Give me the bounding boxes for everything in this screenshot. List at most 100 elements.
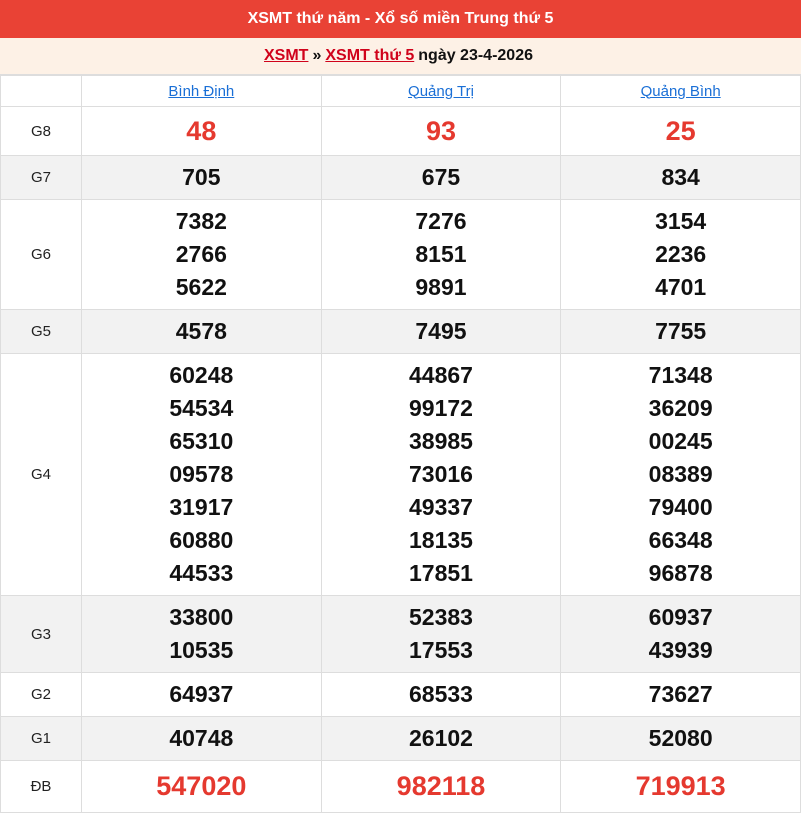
prize-number: 31917 [169,494,234,520]
prize-cell: 675 [320,155,562,200]
prize-number: 5622 [175,274,227,300]
prize-label: G1 [0,716,82,761]
prize-cell: 834 [560,155,801,200]
prize-cell: 60937 43939 [560,595,801,673]
prize-number: 2766 [175,241,227,267]
prize-cell: 33800 10535 [81,595,322,673]
prize-number: 7755 [655,318,707,344]
prize-number: 93 [425,115,456,146]
prize-number: 17553 [409,637,473,663]
prize-label: G5 [0,309,82,354]
prize-number: 60937 [648,604,713,630]
prize-number: 09578 [169,461,234,487]
prize-cell: 4578 [81,309,322,354]
prize-number: 00245 [648,428,713,454]
prize-number: 08389 [648,461,713,487]
prize-number: 99172 [409,395,473,421]
province-cell: Quảng Trị [320,75,562,107]
prize-number: 52383 [409,604,473,630]
prize-number: 44867 [409,362,473,388]
prize-number: 2236 [655,241,707,267]
prize-number: 64937 [169,681,234,707]
prize-number: 705 [182,164,221,190]
prize-number: 9891 [415,274,467,300]
province-link[interactable]: Bình Định [168,82,235,100]
breadcrumb-separator: » [312,47,322,64]
prize-label: G8 [0,106,82,156]
province-cell: Quảng Bình [560,75,801,107]
prize-number: 7382 [175,208,227,234]
prize-cell: 71348 36209 00245 08389 79400 66348 96878 [560,353,801,596]
prize-number: 18135 [409,527,473,553]
prize-number: 73627 [648,681,713,707]
prize-cell: 705 [81,155,322,200]
prize-cell: 60248 54534 65310 09578 31917 60880 44533 [81,353,322,596]
prize-number: 44533 [169,560,234,586]
prize-number: 4578 [175,318,227,344]
prize-label: ĐB [0,760,82,813]
prize-number: 834 [661,164,700,190]
prize-row-G6: G6 7382 2766 5622 7276 8151 9891 3154 2236 4701 [0,199,801,310]
prize-cell: 7495 [320,309,562,354]
province-cell: Bình Định [81,75,322,107]
prize-number: 73016 [409,461,473,487]
prize-cell: 25 [560,106,801,156]
prize-number: 66348 [648,527,713,553]
prize-cell: 52080 [560,716,801,761]
prize-cell: 547020 [81,760,322,813]
prize-number: 25 [665,115,696,146]
prize-label: G6 [0,199,82,310]
prize-number: 36209 [648,395,713,421]
prize-number: 60248 [169,362,234,388]
province-link[interactable]: Quảng Bình [640,82,721,100]
prize-row-G4: G4 60248 54534 65310 09578 31917 60880 44533 448… [0,353,801,596]
prize-row-G2: G2 64937 68533 73627 [0,672,801,717]
prize-number: 547020 [156,771,247,801]
prize-row-G8: G8 48 93 25 [0,106,801,156]
prize-number: 38985 [409,428,473,454]
prize-cell: 7382 2766 5622 [81,199,322,310]
prize-number: 719913 [635,771,726,801]
province-header-row: Bình Định Quảng Trị Quảng Bình [0,75,801,107]
empty-header-cell [0,75,82,107]
prize-number: 7276 [415,208,467,234]
prize-cell: 7755 [560,309,801,354]
prize-cell: 68533 [320,672,562,717]
prize-number: 26102 [409,725,473,751]
prize-number: 675 [421,164,461,190]
breadcrumb: XSMT » XSMT thứ 5 ngày 23-4-2026 [0,38,801,75]
prize-label: G3 [0,595,82,673]
prize-number: 3154 [655,208,707,234]
prize-cell: 7276 8151 9891 [320,199,562,310]
prize-number: 33800 [169,604,234,630]
prize-label: G4 [0,353,82,596]
prize-cell: 73627 [560,672,801,717]
prize-number: 4701 [655,274,707,300]
prize-cell: 719913 [560,760,801,813]
prize-cell: 52383 17553 [320,595,562,673]
breadcrumb-link-xsmt-thu-5[interactable]: XSMT thứ 5 [325,47,415,64]
prize-number: 49337 [409,494,473,520]
prize-row-G7: G7 705 675 834 [0,155,801,200]
breadcrumb-link-xsmt[interactable]: XSMT [263,47,309,64]
prize-row-ĐB: ĐB 547020 982118 719913 [0,760,801,813]
prize-number: 65310 [169,428,234,454]
prize-number: 52080 [648,725,713,751]
prize-number: 96878 [648,560,713,586]
page-title: XSMT thứ năm - Xổ số miền Trung thứ 5 [0,0,801,38]
prize-number: 60880 [169,527,234,553]
prize-number: 43939 [648,637,713,663]
prize-row-G1: G1 40748 26102 52080 [0,716,801,761]
prize-number: 68533 [409,681,473,707]
prize-label: G7 [0,155,82,200]
prize-cell: 982118 [320,760,562,813]
prize-number: 8151 [415,241,467,267]
prize-cell: 48 [81,106,322,156]
prize-cell: 40748 [81,716,322,761]
prize-row-G5: G5 4578 7495 7755 [0,309,801,354]
prize-cell: 93 [320,106,562,156]
prize-number: 7495 [415,318,467,344]
prize-cell: 3154 2236 4701 [560,199,801,310]
province-link[interactable]: Quảng Trị [408,82,474,100]
prize-number: 17851 [409,560,473,586]
